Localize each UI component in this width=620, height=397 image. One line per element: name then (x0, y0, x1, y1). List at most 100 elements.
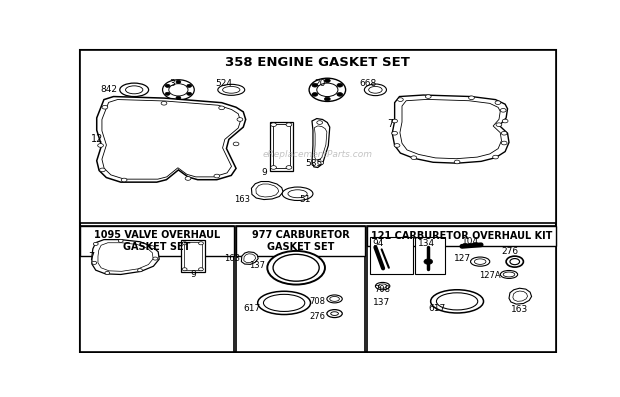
Ellipse shape (267, 251, 325, 285)
Ellipse shape (286, 166, 292, 169)
Text: 137: 137 (373, 299, 390, 307)
Ellipse shape (369, 87, 382, 93)
Ellipse shape (337, 83, 343, 87)
Ellipse shape (317, 121, 322, 124)
Ellipse shape (218, 84, 245, 95)
Ellipse shape (233, 142, 239, 146)
Bar (273, 124, 290, 168)
Text: 121 CARBURETOR OVERHAUL KIT: 121 CARBURETOR OVERHAUL KIT (371, 231, 552, 241)
Ellipse shape (282, 187, 313, 200)
Bar (80, 226, 234, 352)
Text: 977 CARBURETOR
GASKET SET: 977 CARBURETOR GASKET SET (252, 230, 349, 252)
Ellipse shape (500, 270, 518, 278)
Ellipse shape (105, 272, 110, 274)
Ellipse shape (330, 297, 339, 301)
Ellipse shape (100, 168, 105, 172)
Ellipse shape (169, 84, 188, 96)
Ellipse shape (264, 294, 305, 312)
Polygon shape (256, 184, 279, 197)
Text: 585: 585 (306, 159, 323, 168)
Ellipse shape (288, 190, 307, 198)
Ellipse shape (237, 118, 243, 121)
Ellipse shape (327, 310, 342, 318)
Text: 668: 668 (360, 79, 377, 88)
Ellipse shape (271, 166, 277, 169)
Ellipse shape (425, 95, 431, 98)
Text: 163: 163 (234, 195, 250, 204)
Text: 134: 134 (418, 239, 435, 248)
Ellipse shape (161, 102, 167, 105)
Bar (270, 121, 293, 171)
Text: 51: 51 (299, 195, 311, 204)
Polygon shape (314, 126, 327, 160)
Ellipse shape (493, 155, 498, 159)
Ellipse shape (392, 131, 397, 135)
Ellipse shape (92, 261, 97, 264)
Ellipse shape (223, 87, 240, 93)
Ellipse shape (506, 256, 523, 267)
Ellipse shape (312, 83, 318, 87)
Ellipse shape (500, 108, 506, 112)
Polygon shape (392, 95, 509, 163)
Ellipse shape (469, 96, 474, 100)
Polygon shape (97, 96, 246, 182)
Text: 617: 617 (428, 304, 446, 312)
Bar (80, 51, 556, 75)
Ellipse shape (182, 242, 187, 245)
Bar (236, 226, 365, 256)
Ellipse shape (495, 101, 501, 104)
Bar (181, 240, 205, 272)
Text: eReplacementParts.com: eReplacementParts.com (263, 150, 373, 158)
Text: 276: 276 (502, 247, 518, 256)
Polygon shape (92, 240, 159, 274)
Ellipse shape (365, 84, 386, 96)
Ellipse shape (392, 119, 397, 123)
Text: 3: 3 (169, 79, 175, 88)
Text: 12: 12 (91, 134, 104, 145)
Text: 617: 617 (243, 304, 260, 312)
Ellipse shape (431, 290, 484, 313)
Ellipse shape (214, 174, 219, 178)
Ellipse shape (219, 106, 224, 110)
Text: 7: 7 (388, 119, 394, 129)
Ellipse shape (503, 272, 515, 277)
Polygon shape (509, 288, 531, 304)
Ellipse shape (122, 178, 127, 182)
Bar (367, 226, 556, 352)
Ellipse shape (309, 78, 345, 102)
Ellipse shape (424, 259, 433, 264)
Ellipse shape (273, 254, 319, 281)
Text: 708: 708 (309, 297, 326, 306)
Ellipse shape (496, 123, 502, 127)
Ellipse shape (436, 293, 478, 310)
Ellipse shape (327, 295, 342, 303)
Text: 127: 127 (454, 254, 471, 263)
Ellipse shape (318, 161, 324, 165)
Ellipse shape (125, 86, 143, 94)
Bar (80, 50, 556, 224)
Ellipse shape (185, 177, 191, 180)
Text: 276: 276 (309, 312, 326, 321)
Polygon shape (400, 99, 502, 159)
Ellipse shape (510, 258, 520, 265)
Ellipse shape (258, 291, 311, 314)
Ellipse shape (271, 123, 277, 127)
Ellipse shape (474, 259, 486, 264)
Polygon shape (312, 119, 330, 168)
Ellipse shape (317, 83, 338, 96)
Polygon shape (252, 181, 283, 200)
Ellipse shape (394, 144, 400, 147)
Ellipse shape (153, 257, 157, 260)
Ellipse shape (198, 268, 203, 271)
Ellipse shape (286, 123, 292, 127)
Polygon shape (102, 100, 241, 179)
Ellipse shape (162, 80, 194, 100)
Ellipse shape (120, 83, 149, 96)
Ellipse shape (411, 156, 417, 160)
Polygon shape (98, 243, 153, 271)
Text: 9: 9 (262, 168, 267, 177)
Ellipse shape (502, 131, 507, 135)
Bar (236, 226, 365, 352)
Ellipse shape (502, 119, 508, 123)
Bar (370, 237, 413, 274)
